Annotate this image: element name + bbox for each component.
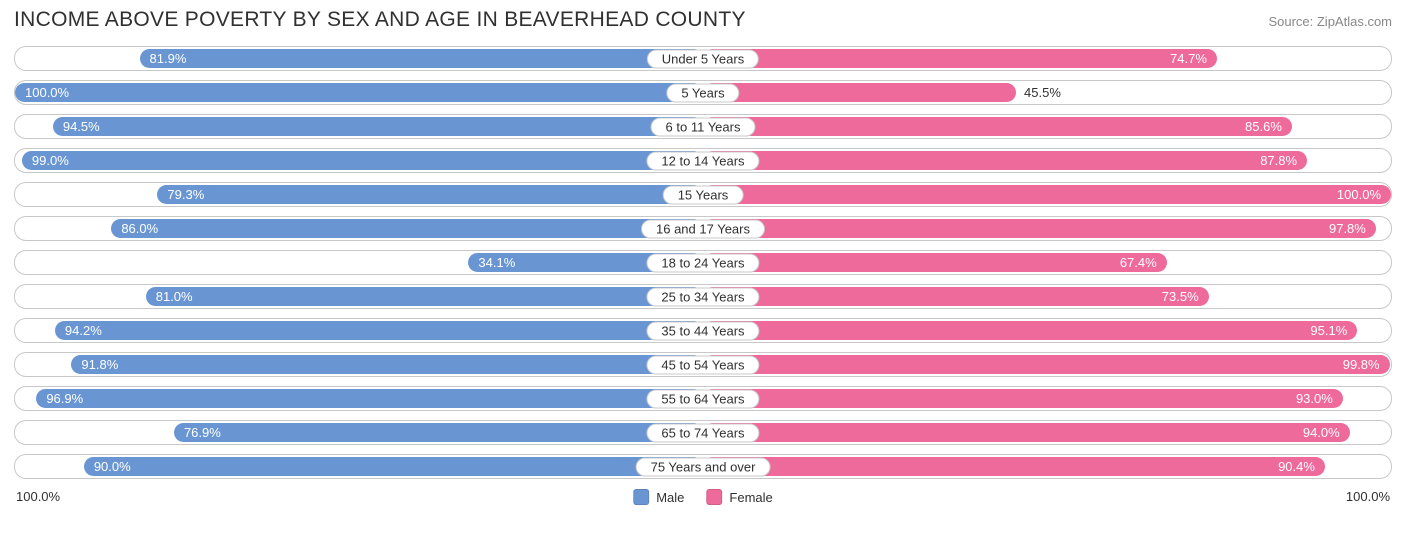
bar-female: 73.5%	[703, 287, 1209, 306]
category-label: 45 to 54 Years	[646, 355, 759, 374]
bar-male: 90.0%	[84, 457, 703, 476]
category-label: 16 and 17 Years	[641, 219, 765, 238]
category-label: 5 Years	[666, 83, 739, 102]
legend-swatch-male	[633, 489, 649, 505]
bar-female: 99.8%	[703, 355, 1390, 374]
bar-male: 81.9%	[140, 49, 703, 68]
bar-female: 97.8%	[703, 219, 1376, 238]
bar-female: 85.6%	[703, 117, 1292, 136]
value-male: 81.0%	[156, 289, 193, 304]
chart-row: 99.0% 87.8% 12 to 14 Years	[14, 148, 1392, 173]
chart-row: 100.0%45.5%5 Years	[14, 80, 1392, 105]
bar-female: 45.5%	[703, 83, 1016, 102]
legend-label-male: Male	[656, 490, 684, 505]
chart-container: INCOME ABOVE POVERTY BY SEX AND AGE IN B…	[0, 0, 1406, 521]
category-label: 55 to 64 Years	[646, 389, 759, 408]
chart-row: 94.2% 95.1% 35 to 44 Years	[14, 318, 1392, 343]
bar-male: 81.0%	[146, 287, 703, 306]
chart-header: INCOME ABOVE POVERTY BY SEX AND AGE IN B…	[14, 8, 1392, 32]
bar-female: 90.4%	[703, 457, 1325, 476]
chart-footer: 100.0% Male Female 100.0%	[14, 489, 1392, 511]
category-label: 75 Years and over	[636, 457, 771, 476]
category-label: 12 to 14 Years	[646, 151, 759, 170]
chart-row: 91.8% 99.8% 45 to 54 Years	[14, 352, 1392, 377]
chart-source: Source: ZipAtlas.com	[1268, 14, 1392, 29]
bar-female: 67.4%	[703, 253, 1167, 272]
chart-row: 86.0% 97.8% 16 and 17 Years	[14, 216, 1392, 241]
bar-male: 91.8%	[71, 355, 703, 374]
legend-swatch-female	[706, 489, 722, 505]
axis-label-right: 100.0%	[1346, 489, 1390, 504]
bar-male: 94.5%	[53, 117, 703, 136]
value-female: 85.6%	[1245, 119, 1282, 134]
value-male: 94.2%	[65, 323, 102, 338]
category-label: 35 to 44 Years	[646, 321, 759, 340]
bar-male: 86.0%	[111, 219, 703, 238]
category-label: Under 5 Years	[647, 49, 759, 68]
value-female: 100.0%	[1337, 187, 1381, 202]
bar-male: 76.9%	[174, 423, 703, 442]
value-male: 76.9%	[184, 425, 221, 440]
value-male: 94.5%	[63, 119, 100, 134]
value-male: 34.1%	[478, 255, 515, 270]
value-female: 74.7%	[1170, 51, 1207, 66]
legend-item-male: Male	[633, 489, 684, 505]
category-label: 65 to 74 Years	[646, 423, 759, 442]
value-female: 99.8%	[1343, 357, 1380, 372]
chart-row: 90.0% 90.4% 75 Years and over	[14, 454, 1392, 479]
bar-male: 100.0%	[15, 83, 703, 102]
category-label: 15 Years	[663, 185, 744, 204]
category-label: 6 to 11 Years	[651, 117, 756, 136]
axis-label-left: 100.0%	[16, 489, 60, 504]
value-female: 73.5%	[1162, 289, 1199, 304]
value-female: 93.0%	[1296, 391, 1333, 406]
chart-row: 81.9% 74.7% Under 5 Years	[14, 46, 1392, 71]
chart-row: 79.3% 100.0% 15 Years	[14, 182, 1392, 207]
chart-row: 76.9% 94.0% 65 to 74 Years	[14, 420, 1392, 445]
bar-male: 79.3%	[157, 185, 703, 204]
chart-row: 81.0% 73.5% 25 to 34 Years	[14, 284, 1392, 309]
legend-item-female: Female	[706, 489, 772, 505]
bar-female: 94.0%	[703, 423, 1350, 442]
value-female: 90.4%	[1278, 459, 1315, 474]
category-label: 18 to 24 Years	[646, 253, 759, 272]
category-label: 25 to 34 Years	[646, 287, 759, 306]
legend-label-female: Female	[729, 490, 772, 505]
value-male: 96.9%	[46, 391, 83, 406]
value-female: 67.4%	[1120, 255, 1157, 270]
value-female: 95.1%	[1310, 323, 1347, 338]
chart-rows: 81.9%74.7%Under 5 Years100.0%45.5%5 Year…	[14, 46, 1392, 479]
value-male: 79.3%	[167, 187, 204, 202]
chart-title: INCOME ABOVE POVERTY BY SEX AND AGE IN B…	[14, 8, 746, 32]
value-female: 87.8%	[1260, 153, 1297, 168]
value-male: 91.8%	[81, 357, 118, 372]
bar-male: 99.0%	[22, 151, 703, 170]
chart-row: 96.9% 93.0% 55 to 64 Years	[14, 386, 1392, 411]
bar-female: 95.1%	[703, 321, 1357, 340]
bar-female: 74.7%	[703, 49, 1217, 68]
value-male: 81.9%	[150, 51, 187, 66]
bar-female: 87.8%	[703, 151, 1307, 170]
bar-male: 94.2%	[55, 321, 703, 340]
chart-row: 34.1% 67.4% 18 to 24 Years	[14, 250, 1392, 275]
value-male: 99.0%	[32, 153, 69, 168]
value-female: 45.5%	[1024, 85, 1061, 100]
bar-female: 93.0%	[703, 389, 1343, 408]
bar-female: 100.0%	[703, 185, 1391, 204]
value-male: 100.0%	[25, 85, 69, 100]
bar-male: 96.9%	[36, 389, 703, 408]
chart-row: 94.5% 85.6% 6 to 11 Years	[14, 114, 1392, 139]
value-female: 97.8%	[1329, 221, 1366, 236]
value-female: 94.0%	[1303, 425, 1340, 440]
value-male: 90.0%	[94, 459, 131, 474]
legend: Male Female	[633, 489, 773, 505]
value-male: 86.0%	[121, 221, 158, 236]
